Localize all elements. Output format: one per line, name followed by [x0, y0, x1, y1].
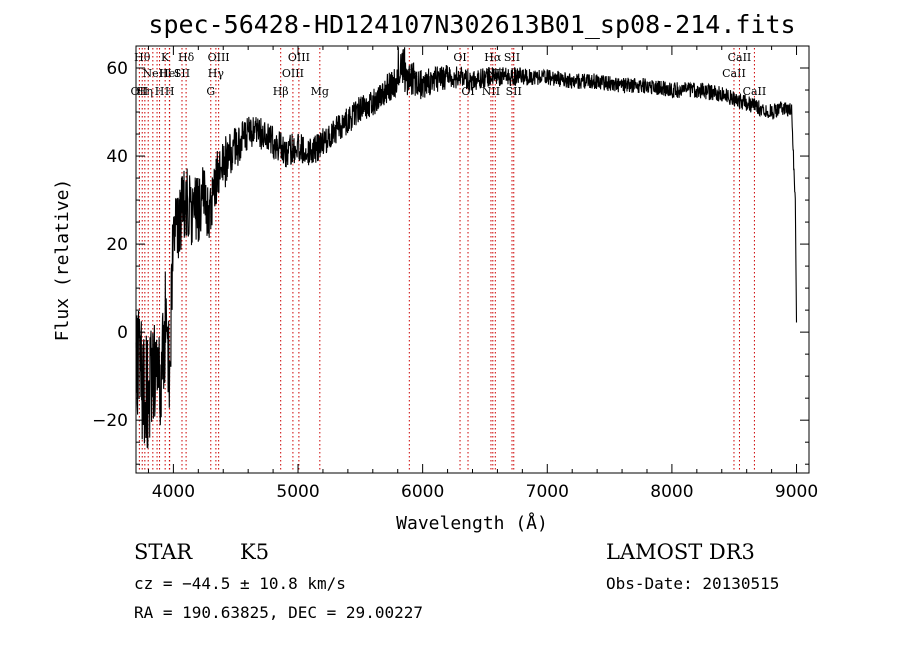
x-axis-label: Wavelength (Å)	[396, 512, 548, 534]
coordinates-readout: RA = 190.63825, DEC = 29.00227	[134, 603, 423, 622]
y-tick-label: 0	[117, 323, 128, 343]
y-tick-label: 60	[106, 59, 128, 79]
line-marker-label: K	[161, 51, 170, 64]
y-tick-label: −20	[92, 411, 128, 431]
x-tick-label: 9000	[775, 482, 818, 502]
x-tick-label: 6000	[401, 482, 444, 502]
redshift-readout: cz = −44.5 ± 10.8 km/s	[134, 574, 346, 593]
line-marker-label: NeIII	[142, 67, 171, 80]
y-tick-label: 20	[106, 235, 128, 255]
line-marker-label: CaII	[728, 51, 752, 64]
observation-date: Obs-Date: 20130515	[606, 574, 779, 593]
line-marker-label: Hθ	[134, 51, 151, 64]
y-tick-label: 40	[106, 147, 128, 167]
object-class: STAR	[134, 540, 193, 564]
line-marker-label: OIII	[288, 51, 310, 64]
chart-title: spec-56428-HD124107N302613B01_sp08-214.f…	[148, 10, 795, 39]
line-marker-label: OIII	[208, 51, 230, 64]
spectral-line-markers: OIIHθHηNeIIIHKHeIHSIIHδGHγOIIIHβOIIIOIII…	[131, 48, 767, 472]
survey-name: LAMOST DR3	[606, 540, 755, 564]
line-marker-label: OII	[131, 85, 149, 98]
line-marker-label: Hδ	[178, 51, 195, 64]
x-tick-label: 7000	[526, 482, 569, 502]
line-marker-label: CaII	[743, 85, 767, 98]
line-marker-label: G	[206, 85, 215, 98]
axis-ticks: 4000 5000 6000 7000 8000 9000 −20 0 20 40 60	[92, 46, 818, 502]
line-marker-label: H	[155, 85, 165, 98]
y-axis-label: Flux (relative)	[52, 179, 73, 342]
line-marker-label: Hβ	[273, 85, 289, 98]
object-subclass: K5	[240, 540, 269, 564]
x-tick-label: 5000	[276, 482, 319, 502]
line-marker-label: Hα	[484, 51, 502, 64]
line-marker-label: H	[165, 85, 175, 98]
line-marker-label: SII	[174, 67, 190, 80]
line-marker-label: SII	[504, 51, 520, 64]
line-marker-label: Mg	[311, 85, 329, 98]
line-marker-label: OIII	[282, 67, 304, 80]
line-marker-label: CaII	[722, 67, 746, 80]
line-marker-label: Hη	[137, 85, 153, 98]
line-marker-label: OI	[453, 51, 466, 64]
plot-frame	[135, 45, 810, 474]
x-tick-label: 4000	[152, 482, 195, 502]
x-tick-label: 8000	[650, 482, 693, 502]
line-marker-label: SII	[506, 85, 522, 98]
line-marker-label: Hγ	[208, 67, 225, 80]
spectrum-line	[135, 47, 798, 449]
